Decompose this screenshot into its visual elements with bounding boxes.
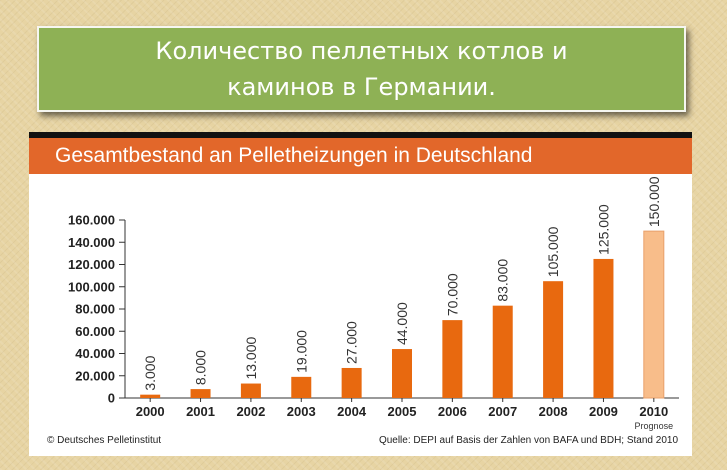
x-tick-label: 2005 [388,404,417,419]
bar [190,389,211,398]
x-tick-label: 2008 [539,404,568,419]
bar [291,376,312,398]
y-tick-label: 100.000 [68,279,115,294]
y-tick-label: 120.000 [68,257,115,272]
bar [140,394,161,398]
y-tick-label: 60.000 [75,324,115,339]
x-tick-label: 2000 [136,404,165,419]
x-tick-label: 2001 [186,404,215,419]
y-tick-label: 160.000 [68,213,115,228]
x-tick-label: 2010 [639,404,668,419]
value-label: 8.000 [193,350,209,385]
y-tick-label: 0 [108,391,115,406]
value-label: 13.000 [243,337,259,380]
value-label: 19.000 [293,330,309,373]
value-label: 83.000 [495,259,511,302]
value-label: 44.000 [394,302,410,345]
bar [392,349,412,398]
forecast-label: Prognose [635,421,674,431]
x-tick-label: 2006 [438,404,467,419]
bar [341,367,362,398]
value-label: 105.000 [545,226,561,277]
bar [240,383,261,398]
x-tick-label: 2003 [287,404,316,419]
x-tick-label: 2009 [589,404,618,419]
slide-title-banner: Количество пеллетных котлов и каминов в … [37,26,686,112]
slide-title: Количество пеллетных котлов и каминов в … [155,37,568,101]
bar [442,320,463,398]
x-tick-label: 2004 [337,404,367,419]
bar [492,305,513,398]
value-label: 125.000 [595,204,611,255]
chart-title: Gesamtbestand an Pelletheizungen in Deut… [55,144,533,167]
value-label: 150.000 [646,176,662,227]
y-tick-label: 140.000 [68,235,115,250]
value-label: 3.000 [142,355,158,390]
chart-credit: © Deutsches Pelletinstitut [47,435,162,446]
chart-source: Quelle: DEPI auf Basis der Zahlen von BA… [378,435,678,446]
y-tick-label: 40.000 [75,346,115,361]
x-tick-label: 2002 [236,404,265,419]
bar [593,258,614,398]
x-tick-label: 2007 [488,404,517,419]
bar [643,230,665,399]
value-label: 27.000 [344,321,360,364]
bar-chart: 0 20.000 40.000 60.000 80.000 100.000 120.000 1… [68,176,679,431]
value-label: 70.000 [444,273,460,316]
bar [543,281,564,398]
y-tick-label: 20.000 [75,368,115,383]
y-tick-label: 80.000 [75,302,115,317]
chart-header: Gesamtbestand an Pelletheizungen in Deut… [29,138,692,174]
chart-panel: Gesamtbestand an Pelletheizungen in Deut… [29,132,692,456]
